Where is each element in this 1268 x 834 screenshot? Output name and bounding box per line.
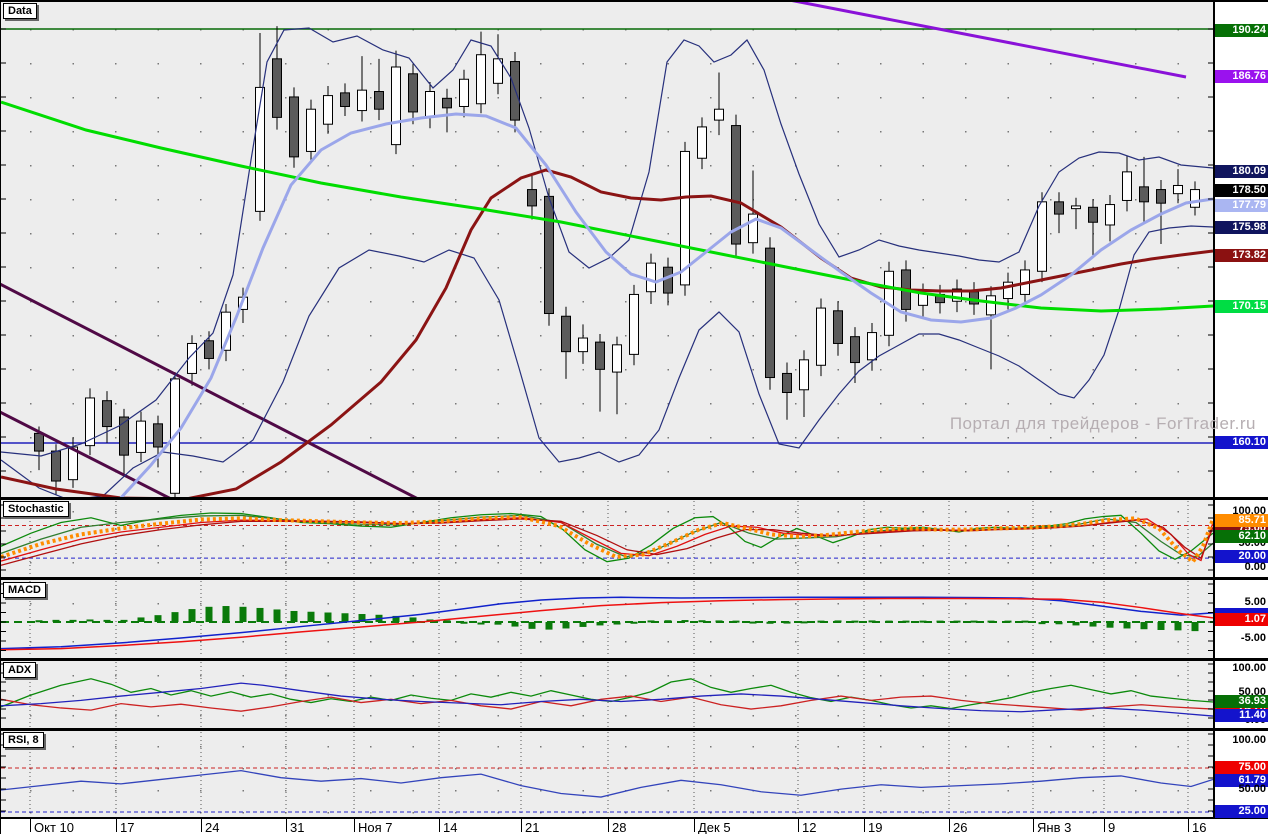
adx-panel-button[interactable]: ADX — [3, 662, 37, 678]
macd-panel-button[interactable]: MACD — [3, 582, 46, 598]
time-tick-mark — [30, 819, 31, 832]
time-tick-label: 9 — [1108, 820, 1116, 834]
time-tick-label: 28 — [612, 820, 627, 834]
data-panel-button[interactable]: Data — [3, 3, 37, 19]
time-tick-mark — [521, 819, 522, 832]
time-tick-mark — [201, 819, 202, 832]
watermark: Портал для трейдеров - ForTrader.ru — [949, 414, 1256, 433]
stochastic-panel-button[interactable]: Stochastic — [3, 501, 69, 517]
time-tick-label: 14 — [443, 820, 458, 834]
time-axis[interactable]: Окт 10 17 24 31 Ноя 7 14 21 28 Дек 5 12 19 26 Янв 3 9… — [1, 819, 1268, 834]
time-tick-label: 17 — [120, 820, 135, 834]
time-tick-label: Дек 5 — [698, 820, 731, 834]
time-tick-label: 24 — [205, 820, 220, 834]
time-tick-mark — [694, 819, 695, 832]
time-tick-mark — [439, 819, 440, 832]
time-tick-label: 21 — [525, 820, 540, 834]
time-tick-mark — [286, 819, 287, 832]
time-tick-mark — [864, 819, 865, 832]
time-tick-label: Окт 10 — [34, 820, 74, 834]
time-tick-label: 31 — [290, 820, 305, 834]
rsi-panel-button[interactable]: RSI, 8 — [3, 732, 44, 748]
time-tick-mark — [608, 819, 609, 832]
time-tick-mark — [1188, 819, 1189, 832]
time-tick-label: 16 — [1192, 820, 1207, 834]
time-tick-mark — [798, 819, 799, 832]
time-tick-label: Ноя 7 — [358, 820, 393, 834]
time-tick-label: 26 — [953, 820, 968, 834]
time-tick-mark — [949, 819, 950, 832]
time-tick-label: 12 — [802, 820, 817, 834]
time-tick-mark — [1104, 819, 1105, 832]
time-tick-mark — [116, 819, 117, 832]
time-tick-label: Янв 3 — [1037, 820, 1072, 834]
time-tick-mark — [354, 819, 355, 832]
time-tick-mark — [1033, 819, 1034, 832]
time-tick-label: 19 — [868, 820, 883, 834]
